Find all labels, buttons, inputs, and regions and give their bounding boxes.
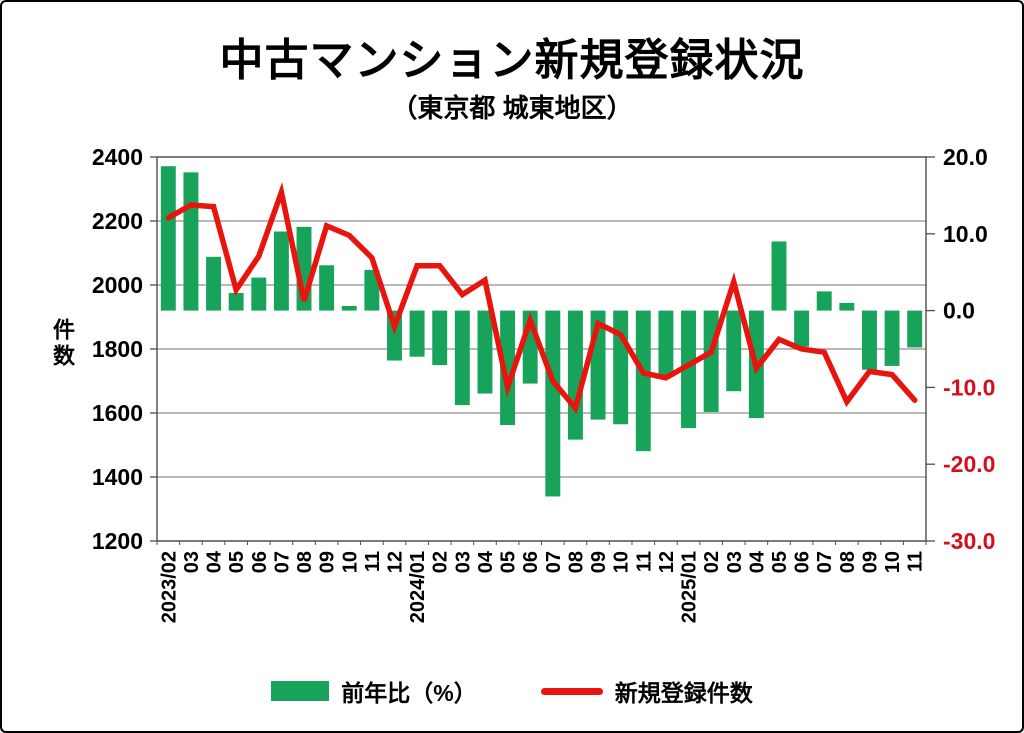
svg-text:11: 11	[362, 551, 384, 572]
bar-02	[703, 310, 719, 412]
legend-item-line-series: 新規登録件数	[540, 674, 753, 708]
bar-03	[183, 172, 199, 311]
bar-11	[364, 269, 380, 311]
svg-text:06: 06	[792, 551, 814, 573]
svg-text:1400: 1400	[92, 464, 143, 490]
bar-09	[861, 310, 877, 370]
svg-text:1600: 1600	[92, 400, 143, 426]
svg-text:-10.0: -10.0	[943, 374, 995, 400]
bar-06	[794, 310, 810, 347]
right-axis-ticks: -30.0 -20.0 -10.0 0.0 10.0 20.0	[926, 144, 995, 554]
svg-text:10: 10	[611, 551, 633, 573]
svg-text:1200: 1200	[92, 528, 143, 554]
svg-text:07: 07	[271, 551, 293, 573]
line-series-label: 新規登録件数	[614, 680, 753, 706]
svg-text:10: 10	[882, 551, 904, 573]
svg-text:03: 03	[181, 551, 203, 573]
bar-10	[613, 310, 629, 425]
bar-2025/01	[681, 310, 696, 429]
bar-08	[839, 302, 855, 311]
bar-08	[567, 310, 583, 440]
left-axis-title: 件数	[50, 318, 75, 370]
bar-11	[907, 310, 923, 348]
svg-text:12: 12	[656, 551, 678, 573]
svg-text:10.0: 10.0	[943, 221, 988, 247]
svg-text:09: 09	[859, 551, 881, 573]
svg-text:08: 08	[565, 551, 587, 573]
line-series-swatch	[540, 687, 603, 695]
svg-text:11: 11	[905, 551, 927, 572]
bar-series-swatch	[271, 681, 330, 701]
svg-text:2024/01: 2024/01	[407, 551, 429, 623]
svg-text:12: 12	[384, 551, 406, 573]
line-series	[165, 181, 918, 415]
legend: 前年比（%） 新規登録件数	[2, 674, 1022, 708]
svg-text:05: 05	[498, 551, 520, 573]
legend-item-bar-series: 前年比（%）	[271, 674, 477, 708]
bar-series-label: 前年比（%）	[341, 680, 477, 706]
chart-subtitle: （東京都 城東地区）	[391, 93, 633, 123]
bar-03	[454, 310, 470, 406]
svg-text:09: 09	[317, 551, 339, 573]
svg-text:20.0: 20.0	[943, 144, 988, 170]
svg-text:-30.0: -30.0	[943, 528, 995, 554]
bar-2024/01	[409, 310, 425, 357]
bar-12	[658, 310, 674, 377]
svg-text:03: 03	[452, 551, 474, 573]
svg-text:2000: 2000	[92, 272, 143, 298]
svg-text:0.0: 0.0	[943, 298, 975, 324]
bar-10	[341, 305, 357, 311]
svg-text:05: 05	[769, 551, 791, 573]
left-axis-ticks: 1200 1400 1600 1800 2000 2200 2400	[92, 144, 157, 554]
svg-text:08: 08	[294, 551, 316, 573]
bar-09	[319, 265, 335, 311]
svg-text:04: 04	[204, 550, 226, 573]
svg-text:06: 06	[249, 551, 271, 573]
svg-text:04: 04	[746, 550, 768, 573]
bar-07	[545, 310, 561, 497]
svg-text:05: 05	[226, 551, 248, 573]
bar-05	[500, 310, 516, 426]
svg-text:11: 11	[633, 551, 655, 572]
bar-06	[251, 277, 267, 311]
svg-text:04: 04	[475, 550, 497, 573]
svg-text:2025/01: 2025/01	[679, 551, 701, 623]
svg-text:03: 03	[724, 551, 746, 573]
svg-text:02: 02	[701, 551, 723, 573]
svg-text:06: 06	[520, 551, 542, 573]
bar-04	[477, 310, 493, 394]
bar-05	[771, 241, 787, 311]
svg-text:2023/02: 2023/02	[158, 551, 180, 623]
svg-text:2400: 2400	[92, 144, 143, 170]
svg-text:02: 02	[430, 551, 452, 573]
bar-04	[206, 256, 222, 311]
svg-text:09: 09	[588, 551, 610, 573]
svg-text:07: 07	[543, 551, 565, 573]
bar-07	[273, 231, 289, 311]
bar-03	[726, 310, 742, 392]
svg-text:2200: 2200	[92, 208, 143, 234]
plot-border	[156, 156, 927, 542]
svg-text:08: 08	[837, 551, 859, 573]
chart-title: 中古マンション新規登録状況	[219, 36, 805, 85]
svg-text:-20.0: -20.0	[943, 451, 995, 477]
svg-text:10: 10	[339, 551, 361, 573]
bar-05	[228, 292, 244, 311]
bar-10	[884, 310, 900, 366]
bar-2023/02	[160, 166, 176, 311]
svg-text:07: 07	[814, 551, 836, 573]
bar-11	[635, 310, 651, 452]
bar-02	[432, 310, 448, 366]
svg-text:1800: 1800	[92, 336, 143, 362]
bar-07	[816, 291, 832, 311]
x-axis-labels: 2023/02 03 04 05 06 07 08 09 10 11 12 2024/01 02 03 04…	[158, 550, 926, 623]
